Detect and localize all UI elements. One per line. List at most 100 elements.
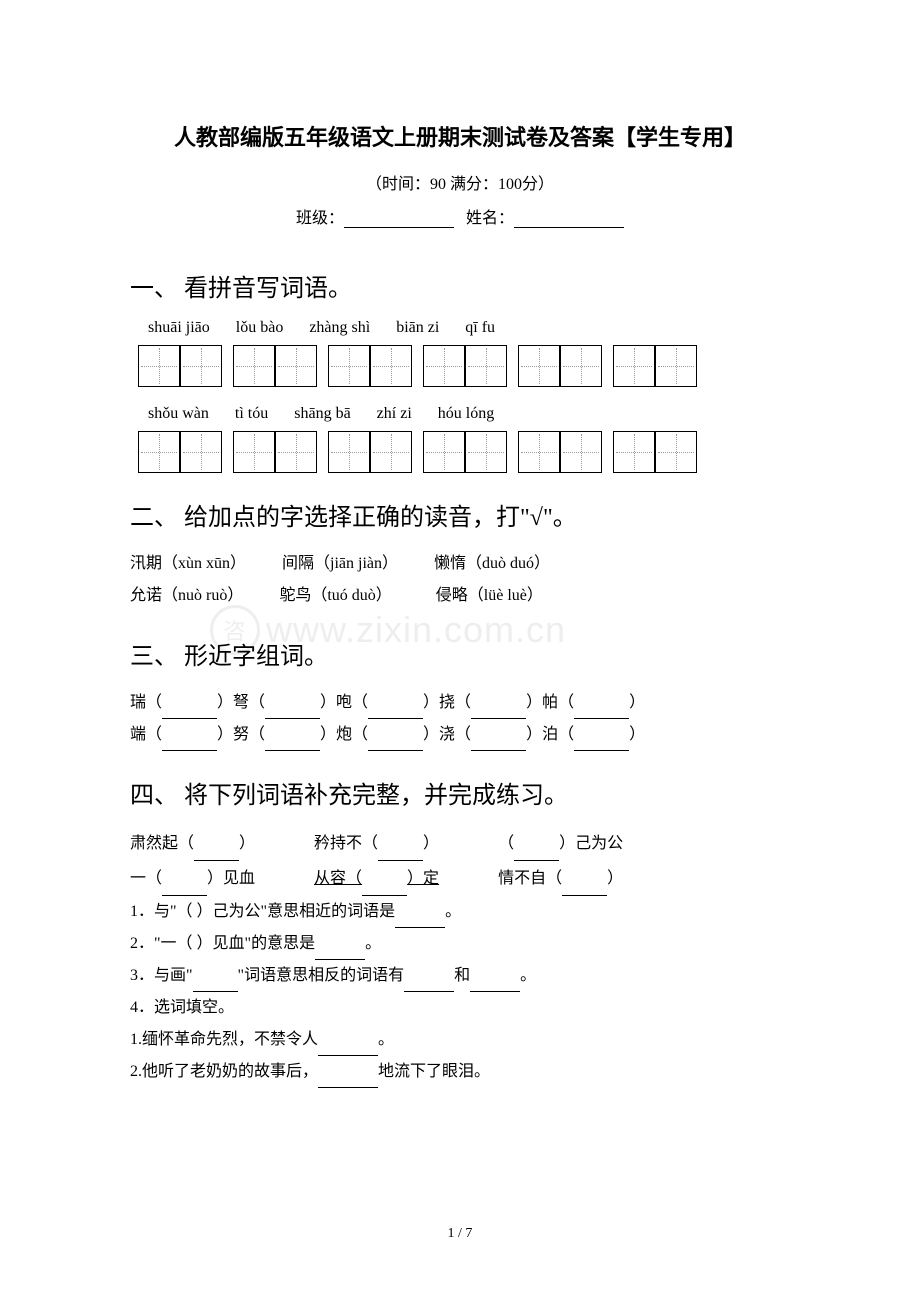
pinyin-2-5: hóu lóng [438,405,494,423]
s4-r2-i3a: 情不自（ [498,870,562,887]
section2-heading: 二、 给加点的字选择正确的读音，打"√"。 [130,497,790,532]
section3-line1: 瑞（）弩（）咆（）挠（）帕（） [130,687,790,719]
s4-r1-i2b: ） [423,835,439,852]
char-box [518,431,560,473]
section4-q4-2: 2.他听了老奶奶的故事后， 地流下了眼泪。 [130,1056,790,1088]
pinyin-1-5: qī fu [465,319,495,337]
char-box [275,431,317,473]
char-box [328,345,370,387]
s3-l2-c3: ）炮（ [320,726,368,743]
section1-heading: 一、 看拼音写词语。 [130,268,790,303]
s4-r1-i1b: ） [239,835,255,852]
class-name-row: 班级： 姓名： [130,204,790,228]
blank [562,895,607,896]
s4-q2: 2．"一（ ）见血"的意思是 [130,935,315,952]
section4-q4-1: 1.缅怀革命先烈，不禁令人 。 [130,1024,790,1056]
blank [470,991,520,992]
blank [574,750,629,751]
section3-line2: 端（）努（）炮（）浇（）泊（） [130,719,790,751]
char-box [655,345,697,387]
char-box [613,431,655,473]
section4-q4: 4．选词填空。 [130,992,790,1024]
char-box [465,345,507,387]
pinyin-2-2: tì tóu [235,405,268,423]
document-title: 人教部编版五年级语文上册期末测试卷及答案【学生专用】 [130,120,790,152]
s3-l2-c6: ） [629,726,645,743]
char-box [613,345,655,387]
char-box [518,345,560,387]
s2-l1-w1: 汛期（xùn xūn） [130,555,246,572]
s4-r2-i3b: ） [607,870,623,887]
s4-r1-i2a: 矜持不（ [314,835,378,852]
char-box [560,345,602,387]
section2-line2: 允诺（nuò ruò） 鸵鸟（tuó duò） 侵略（lüè luè） [130,580,790,612]
char-box [370,431,412,473]
s2-l2-w3: 侵略（lüè luè） [436,587,543,604]
pinyin-1-4: biān zi [396,319,439,337]
box-row-1 [138,345,790,387]
s4-q1: 1．与"（ ）己为公"意思相近的词语是 [130,903,395,920]
char-box [328,431,370,473]
box-row-2 [138,431,790,473]
pinyin-2-1: shǒu wàn [148,405,209,423]
pinyin-row-2: shǒu wàn tì tóu shāng bā zhí zi hóu lóng [148,405,790,423]
pinyin-1-3: zhàng shì [309,319,370,337]
char-box [465,431,507,473]
s4-q3d: 。 [520,967,536,984]
section4-row2: 一（）见血 从容（）定 情不自（） [130,861,790,896]
char-box [180,431,222,473]
s2-l1-w2: 间隔（jiān jiàn） [282,555,398,572]
s4-r2-i2a: 从容（ [314,870,362,887]
page-number: 1 / 7 [0,1226,920,1242]
s3-l2-c2: ）努（ [217,726,265,743]
s3-l1-c1: 瑞（ [130,694,162,711]
class-blank [344,227,454,228]
section2-line1: 汛期（xùn xūn） 间隔（jiān jiàn） 懒惰（duò duó） [130,548,790,580]
name-label: 姓名： [466,210,514,227]
s4-q4-2: 2.他听了老奶奶的故事后， [130,1063,318,1080]
s4-q3a: 3．与画" [130,967,193,984]
char-box [370,345,412,387]
s4-r2-i1b: ）见血 [207,870,255,887]
char-box [180,345,222,387]
s4-q4-2-end: 地流下了眼泪。 [378,1063,490,1080]
s4-q2-end: 。 [365,935,381,952]
s4-q4-1: 1.缅怀革命先烈，不禁令人 [130,1031,318,1048]
char-box [275,345,317,387]
name-blank [514,227,624,228]
blank [265,750,320,751]
pinyin-2-4: zhí zi [377,405,412,423]
section4-q2: 2．"一（ ）见血"的意思是 。 [130,928,790,960]
s4-r1-i3b: ）己为公 [559,835,623,852]
section4-q1: 1．与"（ ）己为公"意思相近的词语是。 [130,896,790,928]
s4-q4-1-end: 。 [378,1031,394,1048]
s4-r2-i1a: 一（ [130,870,162,887]
pinyin-row-1: shuāi jiāo lǒu bào zhàng shì biān zi qī … [148,319,790,337]
section4-row1: 肃然起（） 矜持不（） （）己为公 [130,826,790,861]
s2-l2-w1: 允诺（nuò ruò） [130,587,243,604]
s3-l2-c1: 端（ [130,726,162,743]
class-label: 班级： [296,210,344,227]
s4-q3c: 和 [454,967,470,984]
char-box [423,345,465,387]
pinyin-1-2: lǒu bào [236,319,284,337]
s3-l1-c3: ）咆（ [320,694,368,711]
blank [368,750,423,751]
char-box [423,431,465,473]
s3-l1-c6: ） [629,694,645,711]
pinyin-1-1: shuāi jiāo [148,319,210,337]
s4-q3b: "词语意思相反的词语有 [238,967,405,984]
section4-q3: 3．与画" "词语意思相反的词语有 和 。 [130,960,790,992]
s4-r1-i3a: （ [498,835,514,852]
s2-l2-w2: 鸵鸟（tuó duò） [279,587,391,604]
blank [471,750,526,751]
section4-heading: 四、 将下列词语补充完整，并完成练习。 [130,775,790,810]
s2-l1-w3: 懒惰（duò duó） [434,555,550,572]
char-box [138,431,180,473]
s3-l1-c5: ）帕（ [526,694,574,711]
char-box [655,431,697,473]
time-score: （时间：90 满分：100分） [130,170,790,194]
blank [318,1087,378,1088]
section3-heading: 三、 形近字组词。 [130,636,790,671]
char-box [233,431,275,473]
